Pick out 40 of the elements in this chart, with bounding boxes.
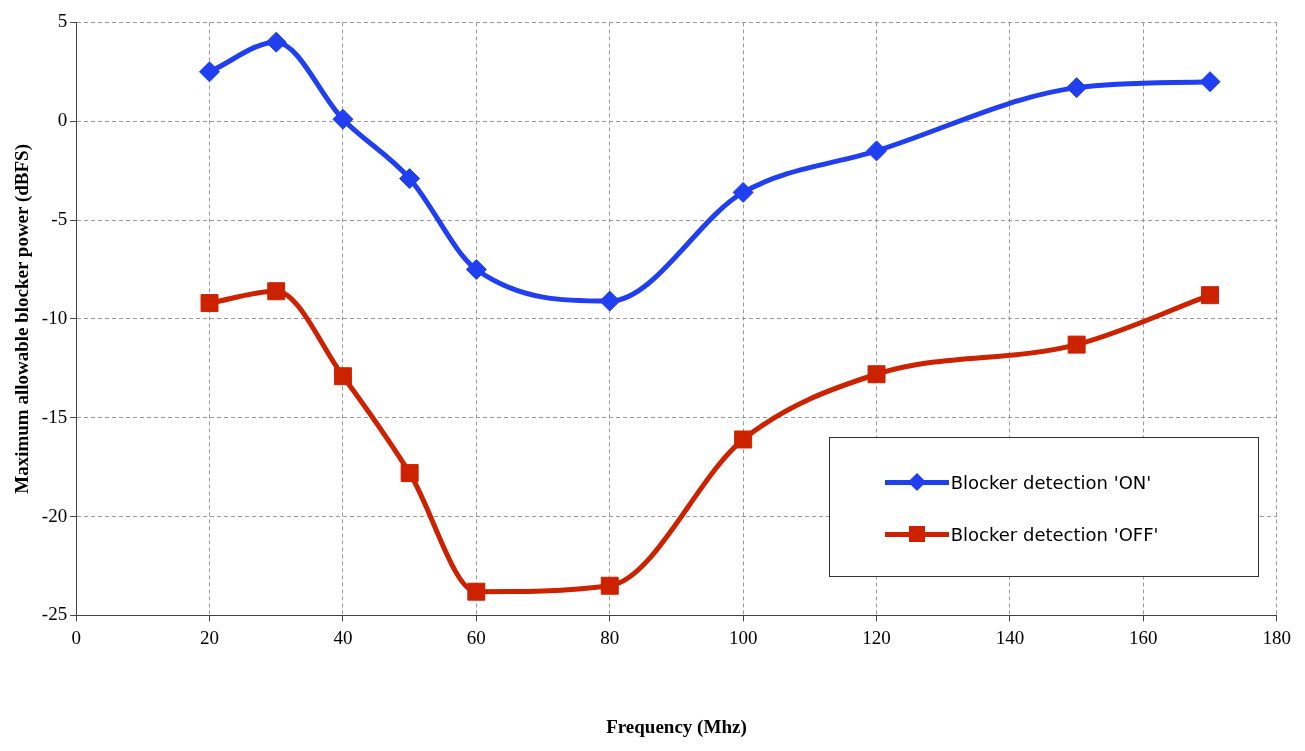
- x-tick-label: 80: [600, 626, 620, 648]
- point: [333, 367, 352, 386]
- y-tick-label: -20: [41, 504, 68, 526]
- y-tick-label: -25: [41, 603, 68, 625]
- x-tick-label: 20: [200, 626, 220, 648]
- point: [600, 576, 619, 595]
- y-axis-title: Maximum allowable blocker power (dBFS): [11, 144, 34, 494]
- x-tick-label: 140: [995, 626, 1025, 648]
- point: [467, 582, 486, 601]
- point: [332, 108, 354, 130]
- point: [1201, 286, 1220, 305]
- x-tick-label: 100: [728, 626, 758, 648]
- y-tick-label: -10: [41, 306, 68, 328]
- x-tick-label: 160: [1129, 626, 1158, 648]
- point: [199, 61, 221, 83]
- point: [599, 290, 621, 312]
- point: [399, 168, 421, 190]
- x-axis-title: Frequency (Mhz): [606, 715, 747, 738]
- point: [265, 31, 287, 53]
- point: [867, 365, 886, 384]
- point: [866, 140, 888, 162]
- point: [465, 258, 487, 280]
- x-tick-label: 60: [466, 626, 486, 648]
- x-tick-label: 180: [1262, 626, 1291, 648]
- legend-label: Blocker detection 'OFF': [950, 523, 1159, 545]
- y-tick-label: -15: [41, 405, 68, 427]
- x-tick-label: 120: [862, 626, 891, 648]
- point: [400, 464, 419, 483]
- point: [1067, 335, 1086, 354]
- point: [1066, 77, 1088, 99]
- point: [1199, 71, 1221, 93]
- y-tick-label: 5: [57, 10, 68, 32]
- point: [200, 294, 219, 313]
- y-tick-label: -5: [51, 208, 68, 230]
- legend-label: Blocker detection 'ON': [950, 471, 1152, 493]
- x-tick-label: 40: [333, 626, 353, 648]
- y-tick-label: 0: [57, 109, 68, 131]
- point: [734, 430, 753, 449]
- point: [732, 181, 754, 203]
- point: [267, 282, 286, 301]
